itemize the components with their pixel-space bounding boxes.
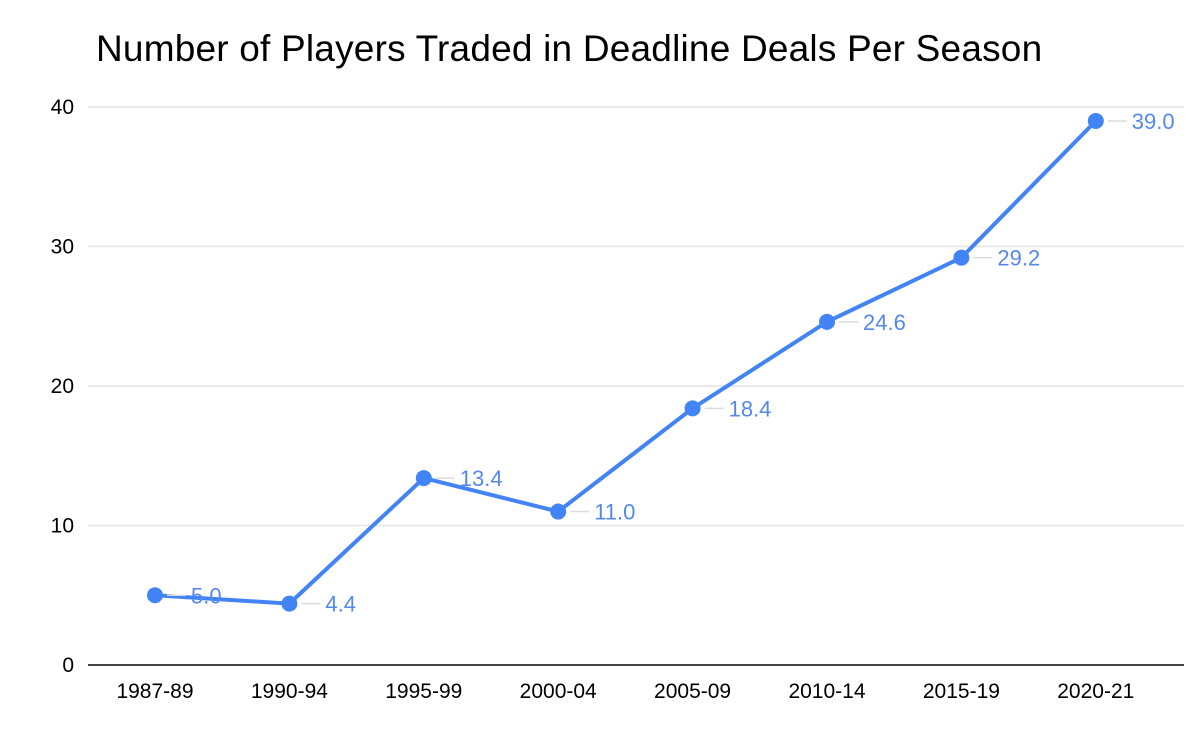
data-point-marker <box>819 313 835 330</box>
data-point-marker <box>1087 112 1104 129</box>
data-point-label: 5.0 <box>191 583 222 608</box>
data-point-label: 24.6 <box>863 310 906 335</box>
x-axis-category-label: 1990-94 <box>251 680 328 703</box>
x-axis-category-label: 2015-19 <box>923 680 1000 703</box>
x-axis-category-label: 1987-89 <box>116 680 193 703</box>
data-point-marker <box>550 503 567 520</box>
x-axis-category-label: 2000-04 <box>520 680 597 703</box>
data-point-marker <box>415 470 432 487</box>
data-point-label: 39.0 <box>1132 109 1175 134</box>
data-point-label: 4.4 <box>325 592 356 617</box>
y-axis-tick-label: 10 <box>51 515 74 538</box>
y-axis-tick-label: 20 <box>51 375 74 398</box>
data-point-marker <box>684 400 701 417</box>
x-axis-category-label: 2005-09 <box>654 680 731 703</box>
y-axis-tick-label: 0 <box>62 654 74 677</box>
chart-title: Number of Players Traded in Deadline Dea… <box>96 28 1043 69</box>
series-line <box>153 118 1098 606</box>
data-point-marker <box>953 249 970 266</box>
data-point-label: 13.4 <box>460 466 503 491</box>
data-point-marker <box>147 587 163 604</box>
data-point-marker <box>281 595 298 612</box>
y-axis-tick-label: 40 <box>51 96 74 119</box>
x-axis-category-label: 2010-14 <box>788 680 865 703</box>
x-axis-category-label: 2020-21 <box>1057 680 1134 703</box>
data-point-label: 11.0 <box>594 500 635 525</box>
x-axis-category-label: 1995-99 <box>385 680 462 703</box>
data-point-label: 18.4 <box>729 396 772 421</box>
y-axis-tick-label: 30 <box>51 236 74 259</box>
data-point-label: 29.2 <box>997 246 1040 271</box>
